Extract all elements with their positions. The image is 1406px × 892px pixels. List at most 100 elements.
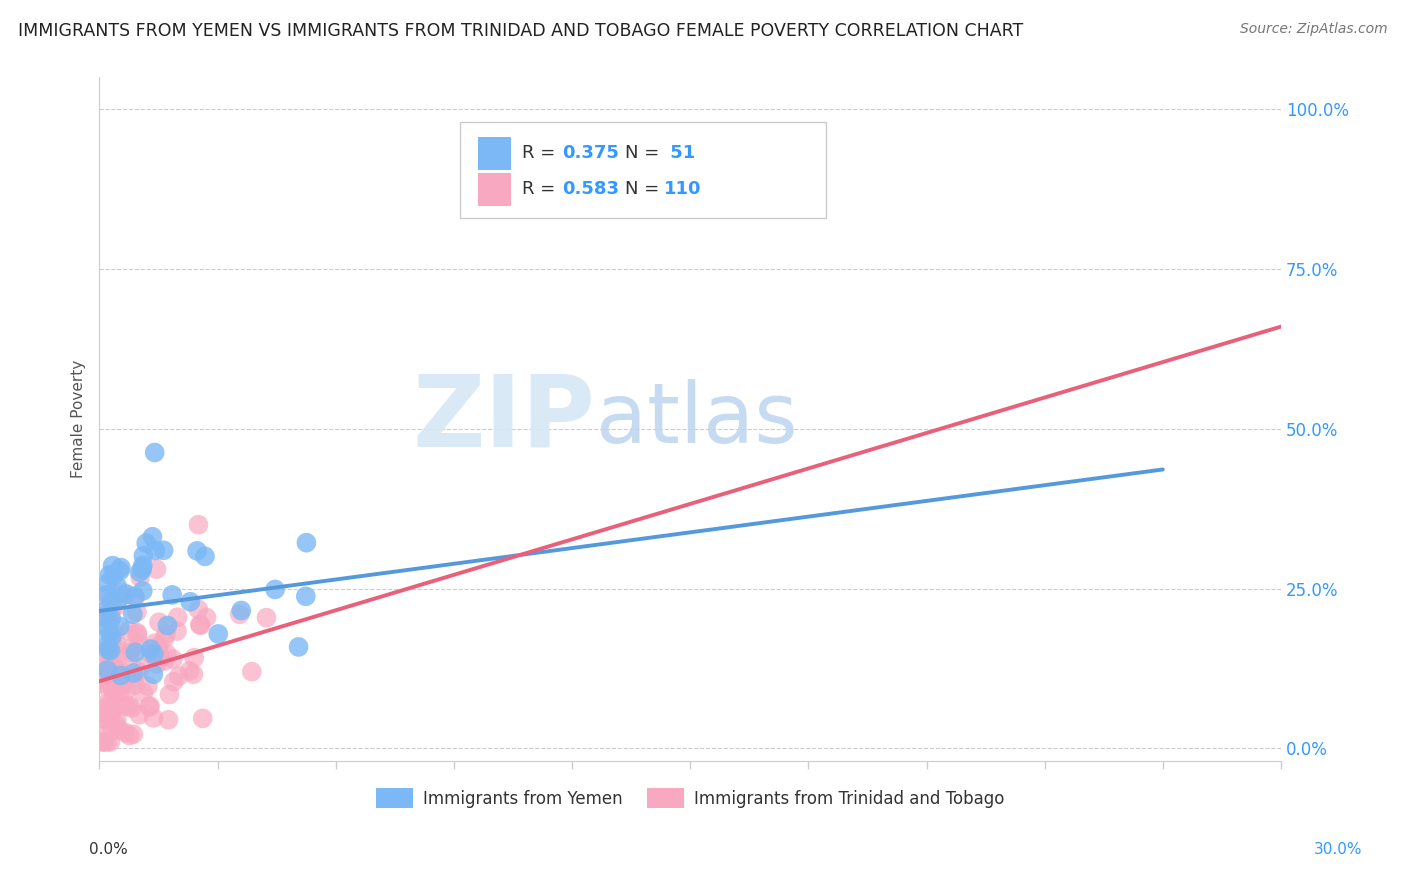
Text: atlas: atlas bbox=[596, 379, 797, 459]
Point bbox=[101, 654, 124, 668]
Point bbox=[93, 670, 115, 684]
Point bbox=[157, 713, 180, 727]
Point bbox=[132, 549, 155, 563]
Point bbox=[101, 681, 124, 695]
Point bbox=[93, 609, 115, 624]
Point bbox=[128, 565, 150, 579]
Point bbox=[100, 735, 122, 749]
FancyBboxPatch shape bbox=[478, 173, 510, 206]
Point bbox=[100, 594, 122, 608]
Point bbox=[139, 642, 162, 657]
Point bbox=[124, 678, 146, 692]
Point bbox=[143, 636, 166, 650]
Text: Source: ZipAtlas.com: Source: ZipAtlas.com bbox=[1240, 22, 1388, 37]
Point bbox=[96, 576, 118, 591]
Point bbox=[148, 643, 170, 657]
Text: 51: 51 bbox=[664, 144, 696, 161]
Point bbox=[136, 679, 159, 693]
Point bbox=[108, 564, 131, 578]
Point bbox=[93, 706, 115, 721]
Point bbox=[105, 637, 128, 651]
Point bbox=[179, 595, 201, 609]
Point bbox=[108, 723, 131, 738]
Point bbox=[104, 688, 127, 702]
Point bbox=[122, 727, 145, 741]
Point bbox=[142, 647, 165, 661]
Point bbox=[97, 681, 120, 695]
Point bbox=[96, 602, 118, 616]
Point bbox=[179, 664, 201, 678]
Point bbox=[240, 665, 263, 679]
Point bbox=[105, 669, 128, 683]
Point bbox=[156, 618, 179, 632]
Point bbox=[93, 735, 115, 749]
Point bbox=[143, 445, 166, 459]
Point bbox=[97, 659, 120, 673]
Text: R =: R = bbox=[523, 180, 561, 198]
Point bbox=[98, 702, 121, 716]
Point bbox=[155, 627, 177, 641]
Point bbox=[98, 626, 121, 640]
Point bbox=[101, 634, 124, 648]
Point bbox=[194, 549, 217, 564]
Point bbox=[105, 718, 128, 732]
Point bbox=[93, 644, 115, 658]
Point bbox=[93, 702, 115, 716]
Point bbox=[115, 699, 138, 714]
Point bbox=[101, 558, 124, 573]
Point bbox=[186, 544, 208, 558]
Point bbox=[190, 618, 212, 632]
Point bbox=[93, 676, 115, 690]
Point bbox=[122, 670, 145, 684]
FancyBboxPatch shape bbox=[460, 122, 827, 218]
Point bbox=[101, 702, 124, 716]
Point bbox=[183, 650, 205, 665]
Text: N =: N = bbox=[626, 180, 665, 198]
Point bbox=[93, 713, 115, 727]
Point bbox=[152, 543, 174, 558]
Point bbox=[294, 590, 316, 604]
Point bbox=[139, 647, 162, 661]
Point bbox=[166, 610, 188, 624]
Point bbox=[139, 698, 162, 713]
Point bbox=[159, 688, 181, 702]
Point bbox=[122, 666, 145, 681]
Point bbox=[101, 721, 124, 735]
Point bbox=[110, 560, 132, 574]
Point bbox=[229, 607, 252, 622]
Point bbox=[104, 676, 127, 690]
Point bbox=[707, 186, 730, 201]
Point bbox=[287, 640, 309, 654]
Point bbox=[153, 632, 176, 646]
Point bbox=[135, 536, 157, 550]
Point bbox=[96, 621, 118, 635]
Point bbox=[187, 517, 209, 532]
Point bbox=[100, 643, 122, 657]
Point bbox=[101, 663, 124, 677]
Point bbox=[107, 677, 129, 691]
Point bbox=[129, 660, 152, 674]
Point bbox=[148, 648, 170, 663]
Point bbox=[105, 713, 128, 727]
Point bbox=[112, 676, 135, 690]
Point bbox=[100, 630, 122, 644]
Point bbox=[121, 607, 143, 622]
Point bbox=[98, 725, 121, 739]
Point bbox=[108, 619, 131, 633]
Point bbox=[207, 627, 229, 641]
Point bbox=[148, 640, 170, 654]
Point bbox=[166, 624, 188, 639]
Point bbox=[96, 638, 118, 652]
Point bbox=[264, 582, 287, 597]
Point bbox=[132, 558, 155, 573]
Point bbox=[167, 669, 190, 683]
Point bbox=[110, 585, 132, 599]
Text: R =: R = bbox=[523, 144, 561, 161]
Point bbox=[124, 591, 146, 605]
Text: 30.0%: 30.0% bbox=[1315, 842, 1362, 856]
Text: 0.583: 0.583 bbox=[562, 180, 620, 198]
Point bbox=[97, 708, 120, 723]
Point bbox=[131, 562, 153, 576]
Point bbox=[162, 652, 184, 666]
Text: 0.0%: 0.0% bbox=[89, 842, 128, 856]
